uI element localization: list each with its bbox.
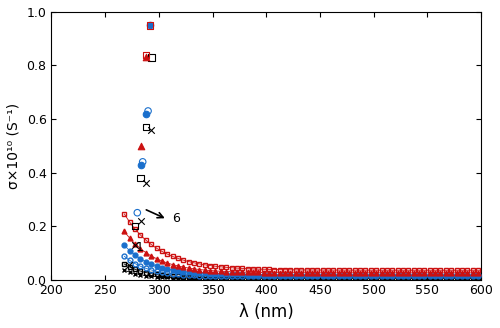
- Point: [148, 55, 156, 60]
- Point: [138, 159, 146, 164]
- Point: [134, 210, 141, 215]
- Point: [142, 111, 150, 116]
- Text: 1: 1: [136, 241, 143, 254]
- Point: [142, 124, 150, 130]
- Point: [144, 108, 152, 113]
- Point: [124, 262, 132, 268]
- Point: [148, 127, 156, 133]
- X-axis label: λ (nm): λ (nm): [239, 303, 294, 321]
- Point: [142, 55, 150, 60]
- Point: [131, 223, 139, 229]
- Point: [146, 23, 154, 28]
- Point: [136, 143, 144, 148]
- Y-axis label: σ×10¹⁰ (S⁻¹): σ×10¹⁰ (S⁻¹): [7, 103, 21, 189]
- Text: 6: 6: [172, 212, 179, 225]
- Point: [136, 175, 144, 180]
- Point: [146, 23, 154, 28]
- Point: [142, 181, 150, 186]
- Point: [136, 162, 144, 167]
- Point: [142, 52, 150, 57]
- Point: [136, 218, 144, 223]
- Point: [131, 242, 139, 247]
